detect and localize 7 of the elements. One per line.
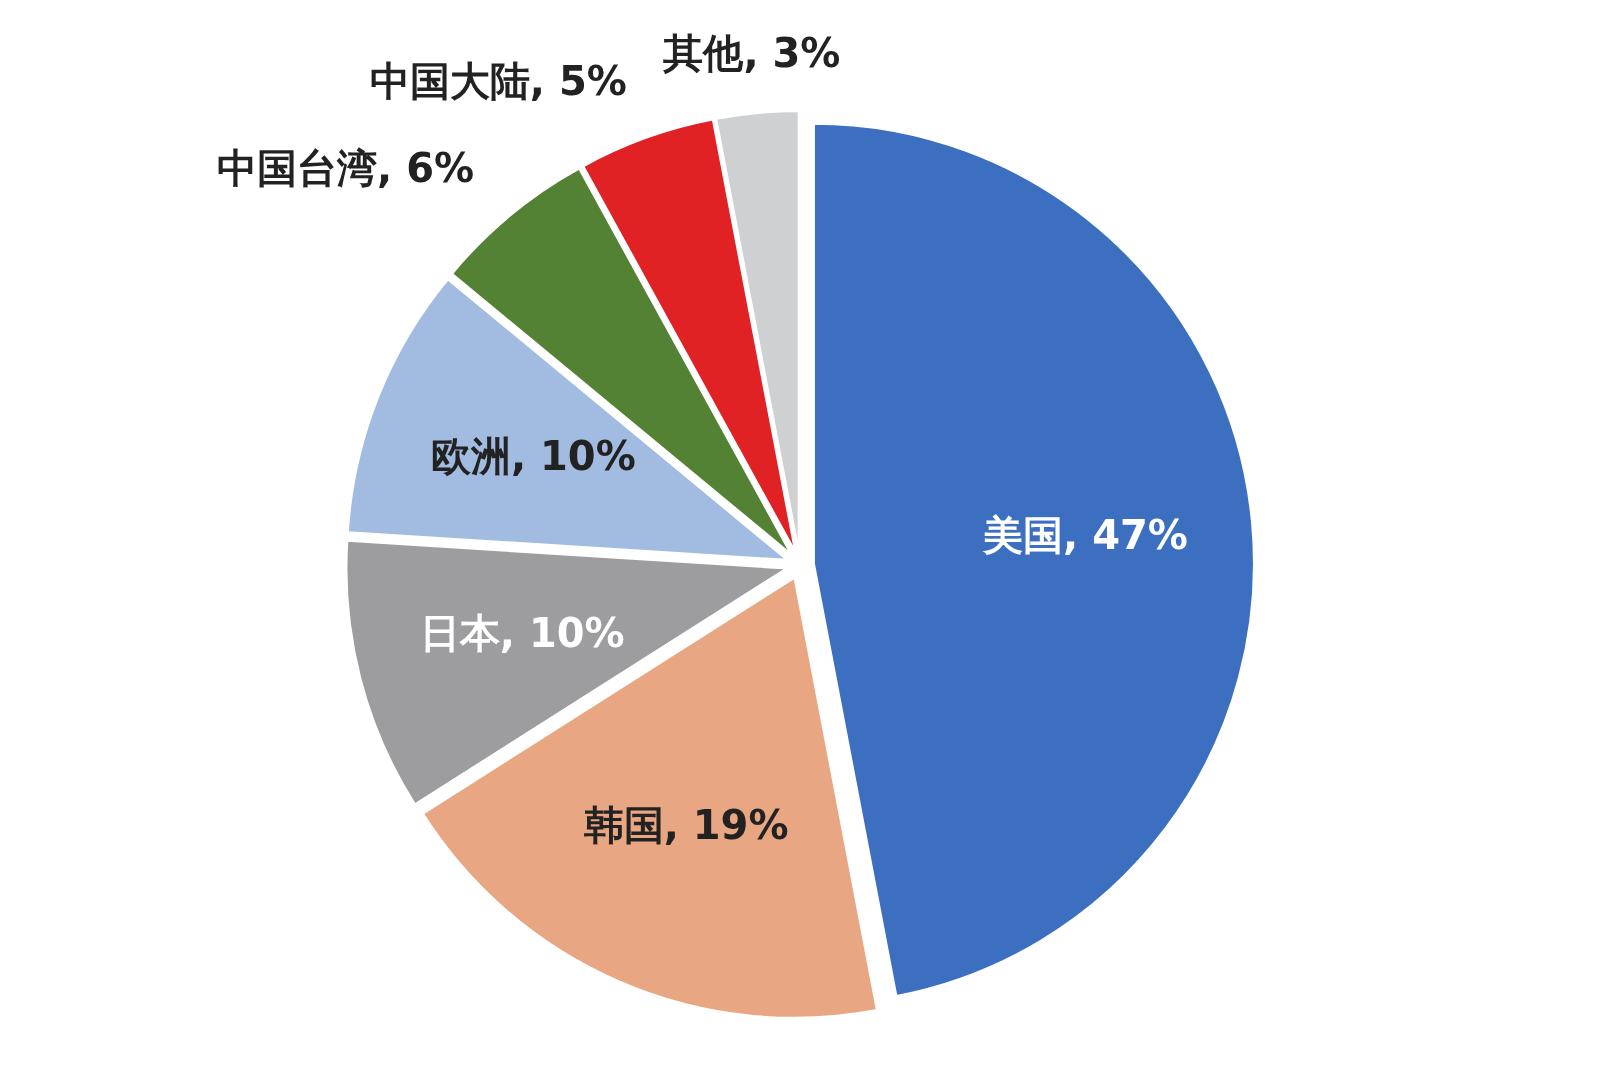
slice-label: 韩国, 19% xyxy=(582,802,789,849)
slice-label: 欧洲, 10% xyxy=(430,433,636,480)
slice-label: 中国大陆, 5% xyxy=(369,58,627,105)
slice-label: 美国, 47% xyxy=(982,512,1188,559)
slice-label: 日本, 10% xyxy=(419,610,625,657)
slice-label: 中国台湾, 6% xyxy=(217,145,475,192)
slice-label: 其他, 3% xyxy=(662,30,841,77)
